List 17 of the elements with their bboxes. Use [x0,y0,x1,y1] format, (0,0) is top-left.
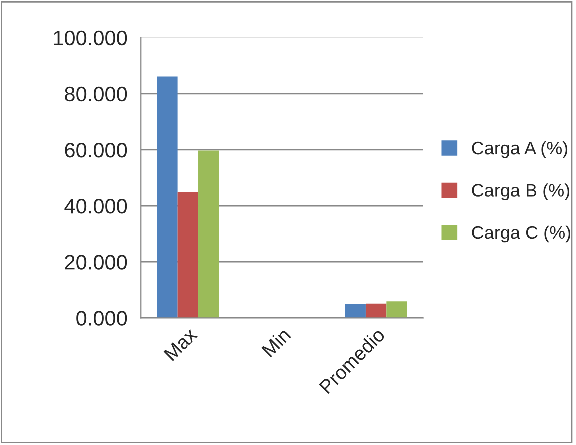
bar [198,150,220,318]
y-tick-label: 80.000 [65,86,128,102]
x-tick-label: Min [261,327,292,358]
legend-label: Carga C (%) [472,226,571,243]
x-tick-label: Max [164,327,198,362]
y-tick-label: 100.000 [54,30,128,46]
y-tick-label: 40.000 [64,199,128,214]
y-tick-label: 60.000 [65,142,128,158]
bar [386,302,408,318]
bar [178,192,199,318]
y-tick-label: 20.000 [65,255,128,270]
bar [345,304,366,318]
bar [157,76,178,318]
legend-label: Carga A (%) [472,141,568,158]
y-tick-label: 0.000 [76,311,128,326]
legend-label: Carga B (%) [472,184,570,200]
bar [366,304,387,318]
